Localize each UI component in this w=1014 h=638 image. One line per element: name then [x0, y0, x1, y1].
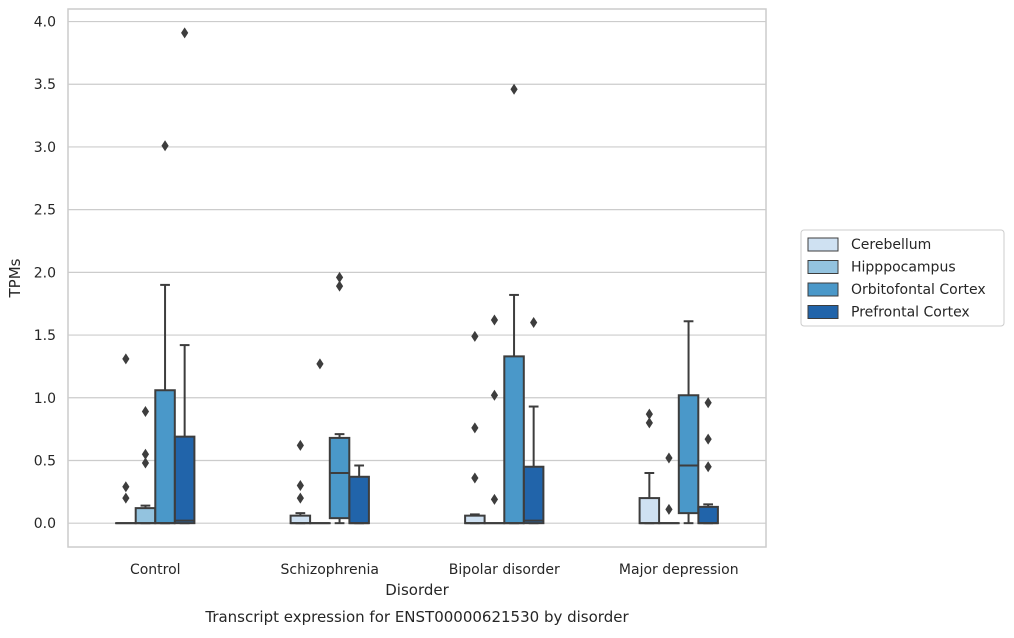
y-tick-label: 2.0 — [34, 265, 56, 281]
y-axis-label: TPMs — [6, 258, 24, 298]
box-prefrontal-cortex — [524, 407, 544, 524]
outlier-marker — [142, 457, 149, 468]
y-tick-label: 1.0 — [34, 391, 56, 407]
box-hipppocampus — [136, 506, 156, 524]
chart-caption: Transcript expression for ENST0000062153… — [204, 608, 629, 626]
box-orbitofontal-cortex — [504, 295, 524, 523]
outlier-marker — [471, 422, 478, 433]
y-tick-label: 3.5 — [34, 77, 56, 93]
legend: Cerebellum Hipppocampus Orbitofontal Corte… — [801, 230, 1004, 326]
box-body — [679, 395, 699, 513]
outlier-marker — [297, 480, 304, 491]
outlier-marker — [471, 331, 478, 342]
outlier-marker — [122, 353, 129, 364]
outlier-marker — [297, 493, 304, 504]
outlier-marker — [530, 317, 537, 328]
legend-swatch — [808, 261, 838, 274]
x-tick-label: Bipolar disorder — [449, 562, 560, 578]
outlier-marker — [705, 461, 712, 472]
box-body — [504, 356, 524, 523]
box-body — [698, 507, 718, 523]
outlier-marker — [122, 493, 129, 504]
x-tick-label: Major depression — [619, 562, 739, 578]
box-prefrontal-cortex — [175, 345, 195, 523]
legend-label: Cerebellum — [851, 237, 931, 253]
outlier-marker — [181, 27, 188, 38]
box-cerebellum — [640, 473, 660, 523]
y-tick-label: 4.0 — [34, 15, 56, 31]
legend-swatch — [808, 306, 838, 319]
legend-swatch — [808, 283, 838, 296]
y-tick-label: 2.5 — [34, 203, 56, 219]
outlier-marker — [161, 140, 168, 151]
box-body — [524, 467, 544, 523]
outliers — [122, 27, 712, 515]
outlier-marker — [491, 390, 498, 401]
outlier-marker — [491, 494, 498, 505]
x-tick-labels: Control Schizophrenia Bipolar disorder Majo… — [130, 562, 739, 578]
box-orbitofontal-cortex — [679, 321, 699, 523]
x-tick-label: Control — [130, 562, 181, 578]
box-cerebellum — [465, 514, 485, 523]
box-orbitofontal-cortex — [330, 434, 350, 523]
box-prefrontal-cortex — [698, 504, 718, 523]
y-tick-labels: 0.0 0.5 1.0 1.5 2.0 2.5 3.0 3.5 4.0 — [34, 15, 56, 533]
outlier-marker — [491, 315, 498, 326]
outlier-marker — [142, 406, 149, 417]
box-body — [465, 516, 485, 524]
box-body — [330, 438, 350, 518]
legend-label: Prefrontal Cortex — [851, 305, 970, 321]
x-tick-label: Schizophrenia — [281, 562, 379, 578]
box-body — [136, 508, 156, 523]
y-tick-label: 0.0 — [34, 516, 56, 532]
legend-label: Hipppocampus — [851, 260, 956, 276]
y-tick-label: 0.5 — [34, 453, 56, 469]
outlier-marker — [122, 481, 129, 492]
legend-label: Orbitofontal Cortex — [851, 282, 986, 298]
box-orbitofontal-cortex — [155, 285, 175, 523]
box-body — [349, 477, 369, 523]
outlier-marker — [705, 397, 712, 408]
outlier-marker — [705, 434, 712, 445]
outlier-marker — [510, 84, 517, 95]
outlier-marker — [471, 473, 478, 484]
box-body — [640, 498, 660, 523]
box-cerebellum — [291, 513, 311, 523]
y-tick-label: 3.0 — [34, 140, 56, 156]
outlier-marker — [665, 452, 672, 463]
boxes — [116, 285, 718, 523]
outlier-marker — [336, 281, 343, 292]
outlier-marker — [646, 417, 653, 428]
outlier-marker — [297, 440, 304, 451]
box-prefrontal-cortex — [349, 465, 369, 523]
box-body — [175, 437, 195, 524]
box-body — [291, 516, 311, 524]
legend-swatch — [808, 238, 838, 251]
outlier-marker — [665, 504, 672, 515]
outlier-marker — [316, 358, 323, 369]
box-body — [155, 390, 175, 523]
x-axis-label: Disorder — [385, 581, 449, 599]
y-tick-label: 1.5 — [34, 328, 56, 344]
